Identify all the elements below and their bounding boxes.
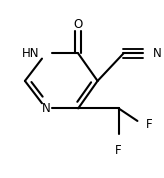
Text: O: O [74, 18, 83, 31]
Text: F: F [115, 144, 122, 157]
Text: N: N [41, 102, 50, 115]
Text: HN: HN [22, 47, 40, 60]
Text: N: N [153, 47, 161, 60]
Text: F: F [146, 118, 153, 131]
